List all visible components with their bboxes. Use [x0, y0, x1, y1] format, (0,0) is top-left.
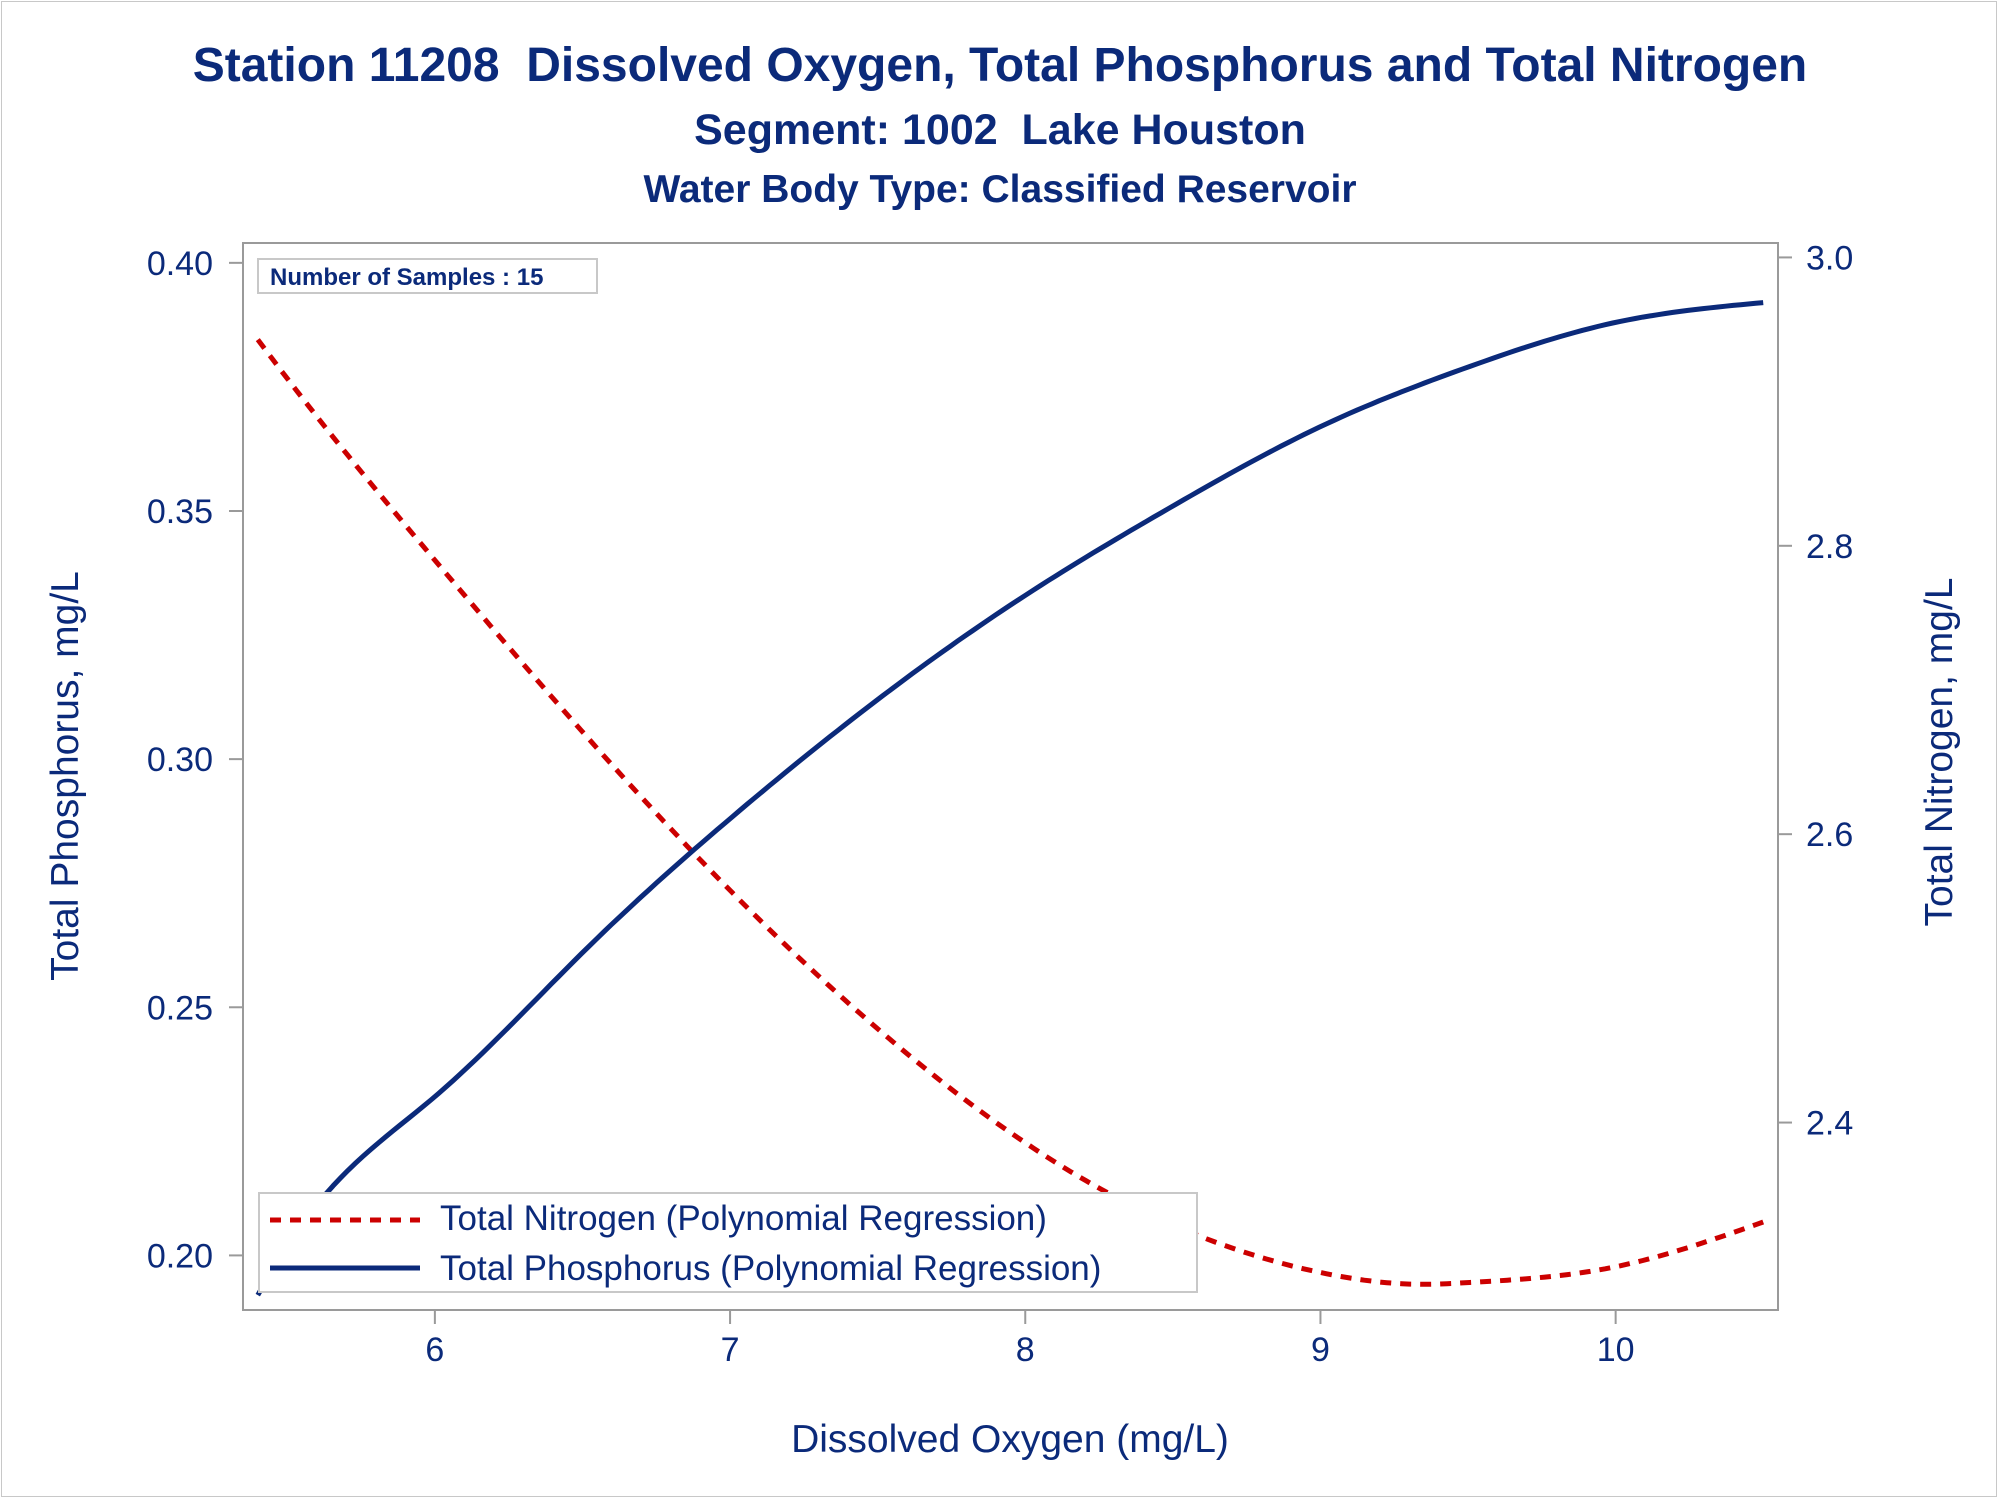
x-tick-label: 8	[1016, 1331, 1035, 1369]
y-axis-label-right: Total Nitrogen, mg/L	[1918, 577, 1961, 926]
samples-count-label: Number of Samples : 15	[270, 264, 543, 291]
x-tick-label: 7	[721, 1331, 740, 1369]
y-axis-label-left: Total Phosphorus, mg/L	[44, 571, 87, 981]
y-left-tick-label: 0.35	[147, 493, 213, 531]
series-line-nitrogen	[255, 338, 1765, 1287]
axes: 6 7 8 9 10 0.20 0.25 0.30 0.35 0.40 2.4 2.6 2.8 3.0	[147, 239, 1853, 1369]
y-right-tick-label: 2.4	[1806, 1105, 1853, 1143]
legend: Total Nitrogen (Polynomial Regression) T…	[258, 1192, 1198, 1293]
x-tick-label: 6	[425, 1331, 444, 1369]
y-left-tick-label: 0.30	[147, 741, 213, 779]
y-left-tick-label: 0.25	[147, 989, 213, 1027]
y-right-tick-label: 3.0	[1806, 239, 1853, 277]
y-left-tick-label: 0.20	[147, 1237, 213, 1275]
samples-inset: Number of Samples : 15	[257, 258, 598, 294]
legend-box	[258, 1192, 1198, 1293]
y-right-tick-label: 2.6	[1806, 816, 1853, 854]
series-layer	[255, 300, 1765, 1297]
plot-area-border	[242, 242, 1779, 1311]
x-tick-label: 10	[1597, 1331, 1635, 1369]
y-right-tick-label: 2.8	[1806, 528, 1853, 566]
samples-inset-box	[257, 258, 598, 294]
chart-subtitle-water-body: Water Body Type: Classified Reservoir	[643, 168, 1357, 211]
series-line-phosphorus	[255, 300, 1764, 1297]
y-left-tick-label: 0.40	[147, 245, 213, 283]
chart-title: Station 11208 Dissolved Oxygen, Total Ph…	[192, 39, 1808, 92]
chart-subtitle-segment: Segment: 1002 Lake Houston	[694, 106, 1306, 154]
legend-label-nitrogen: Total Nitrogen (Polynomial Regression)	[440, 1199, 1047, 1238]
legend-label-phosphorus: Total Phosphorus (Polynomial Regression)	[440, 1249, 1101, 1288]
x-axis-label: Dissolved Oxygen (mg/L)	[791, 1418, 1229, 1461]
x-tick-label: 9	[1311, 1331, 1330, 1369]
